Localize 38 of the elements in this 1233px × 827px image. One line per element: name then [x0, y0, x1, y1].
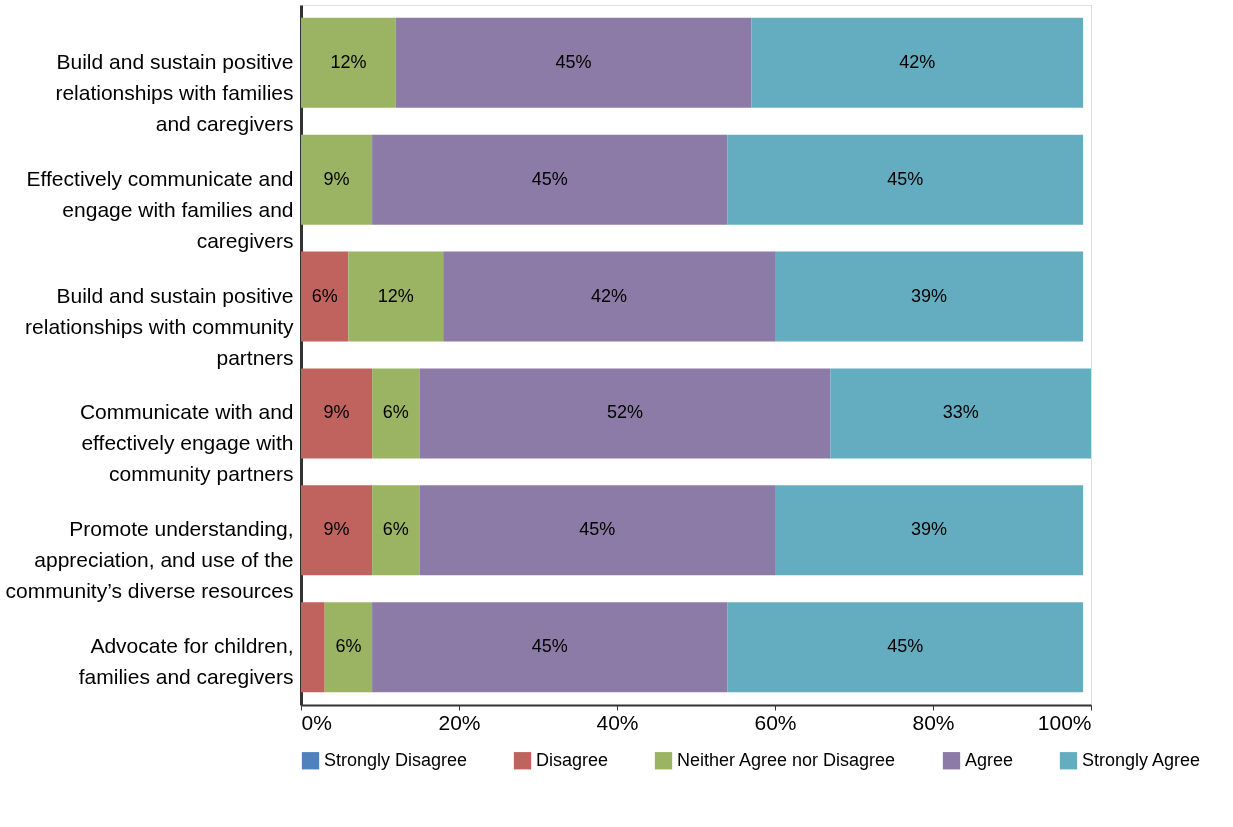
x-tick-label: 100% [1037, 710, 1092, 734]
x-tick-label: 60% [754, 710, 797, 734]
data-label: 45% [531, 636, 568, 657]
data-label: 45% [579, 519, 616, 540]
legend-label: Agree [965, 749, 1014, 770]
data-label: 42% [899, 51, 936, 72]
x-tick-label: 40% [596, 710, 639, 734]
y-tick-label: Advocate for children, families and caregivers [78, 634, 294, 689]
data-label: 6% [335, 636, 362, 657]
y-tick-label: Promote understanding, appreciation, and use of the community’s diverse resources [5, 517, 294, 603]
data-label: 39% [911, 519, 948, 540]
y-tick-label: Build and sustain positive relationships with community partners [25, 283, 294, 369]
data-label: 6% [311, 285, 338, 306]
data-label: 52% [606, 402, 643, 423]
x-tick-label: 0% [301, 710, 332, 734]
data-label: 9% [323, 402, 350, 423]
y-tick-label: Effectively communicate and engage with families and caregivers [26, 166, 294, 252]
legend-label: Strongly Disagree [324, 749, 468, 770]
data-label: 12% [377, 285, 414, 306]
legend-label: Strongly Agree [1082, 749, 1201, 770]
legend-label: Disagree [536, 749, 609, 770]
data-label: 12% [330, 51, 367, 72]
x-tick-label: 80% [912, 710, 955, 734]
data-label: 9% [323, 519, 350, 540]
legend-label: Neither Agree nor Disagree [677, 749, 896, 770]
data-label: 6% [382, 402, 409, 423]
data-label: 45% [887, 636, 924, 657]
data-label: 33% [942, 402, 979, 423]
data-label: 9% [323, 168, 350, 189]
data-label: 45% [887, 168, 924, 189]
data-label: 45% [555, 51, 592, 72]
data-label: 39% [911, 285, 948, 306]
data-label: 42% [591, 285, 628, 306]
y-tick-label: Build and sustain positive relationships with families and caregivers [55, 49, 294, 135]
y-tick-label: Communicate with and effectively engage with community partners [79, 400, 294, 486]
data-label: 6% [382, 519, 409, 540]
data-label: 45% [531, 168, 568, 189]
x-tick-label: 20% [438, 710, 481, 734]
